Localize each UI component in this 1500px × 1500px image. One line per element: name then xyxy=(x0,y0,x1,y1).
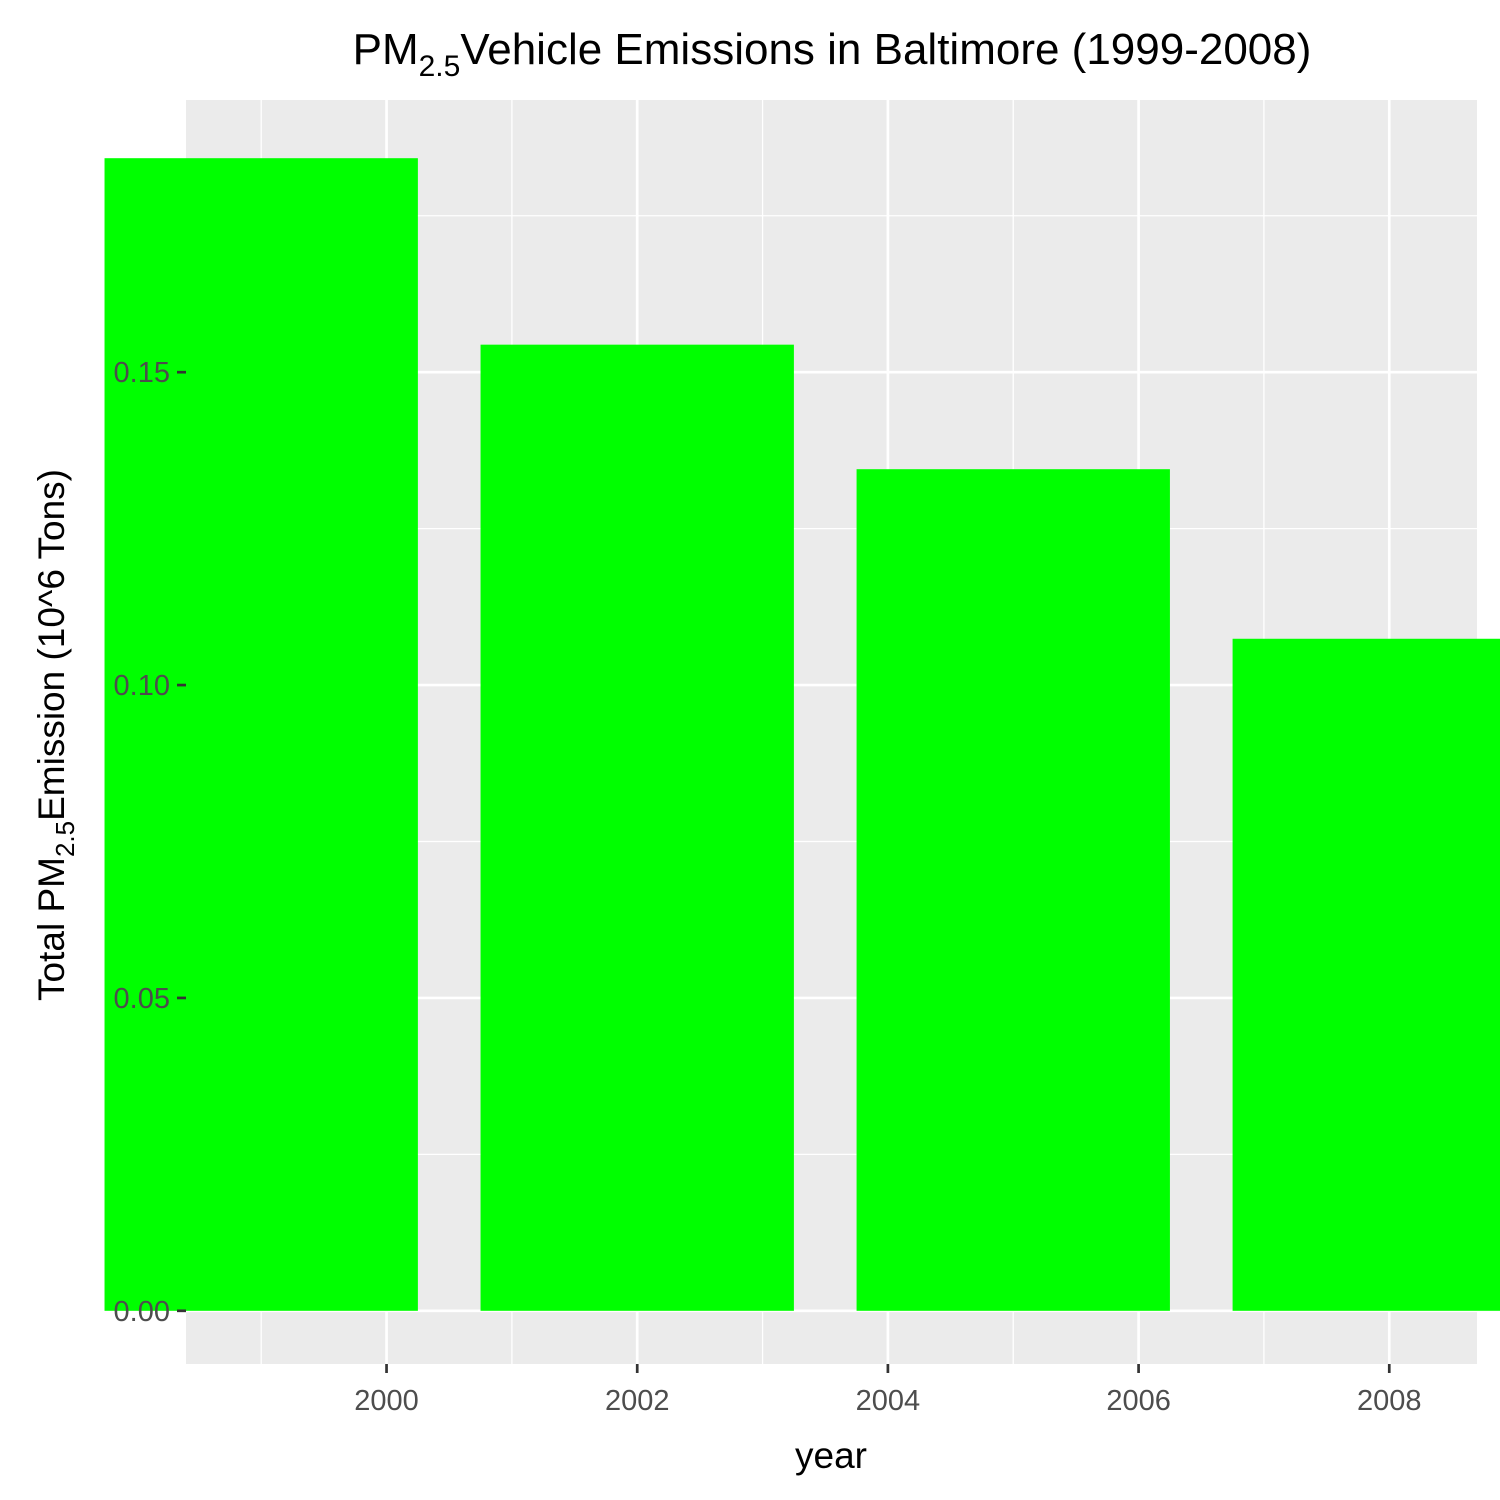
bar-2008 xyxy=(1232,638,1500,1311)
chart-title: PM2.5Vehicle Emissions in Baltimore (199… xyxy=(353,25,1312,83)
x-tick-label: 2006 xyxy=(1106,1385,1171,1417)
y-tick-label: 0.15 xyxy=(114,357,170,389)
y-tick-label: 0.05 xyxy=(114,983,170,1015)
bar-2005 xyxy=(856,469,1170,1311)
bars xyxy=(104,158,1500,1311)
bar-1999 xyxy=(104,158,418,1311)
x-tick-label: 2008 xyxy=(1357,1385,1422,1417)
y-axis: 0.00 0.05 0.10 0.15 xyxy=(114,357,186,1328)
x-axis: 2000 2002 2004 2006 2008 xyxy=(354,1364,1422,1417)
x-tick-label: 2002 xyxy=(605,1385,670,1417)
x-axis-title: year xyxy=(795,1435,867,1476)
x-tick-label: 2000 xyxy=(354,1385,419,1417)
y-axis-title: Total PM2.5Emission (10^6 Tons) xyxy=(31,469,80,1001)
y-tick-label: 0.00 xyxy=(114,1296,170,1328)
y-tick-label: 0.10 xyxy=(114,670,170,702)
x-tick-label: 2004 xyxy=(856,1385,921,1417)
bar-2002 xyxy=(480,344,794,1311)
